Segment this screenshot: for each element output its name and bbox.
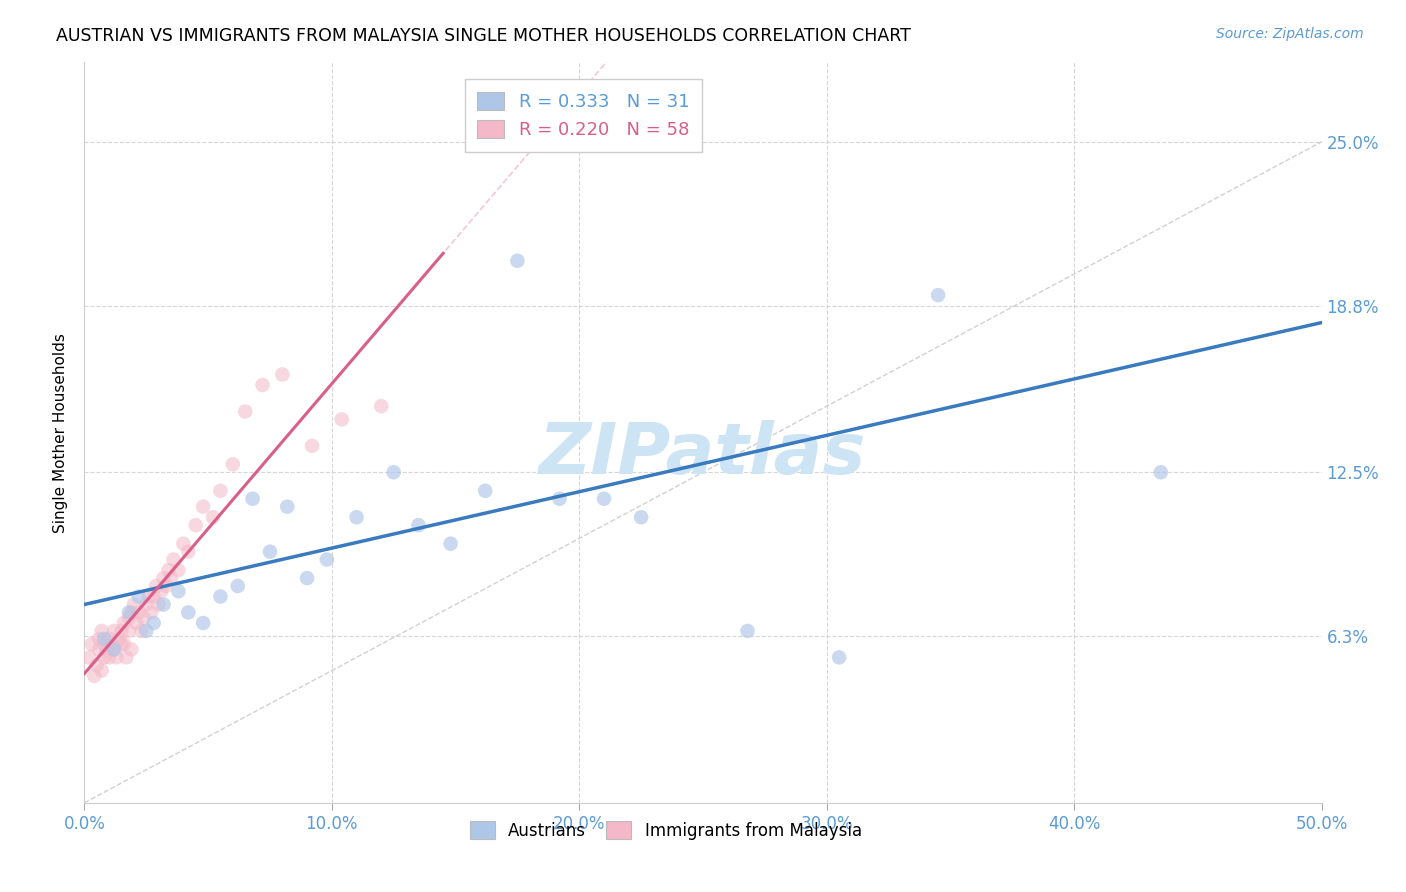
- Point: [96, 642, 118, 657]
- Point: [295, 571, 318, 585]
- Point: [118, 624, 141, 638]
- Point: [162, 552, 184, 566]
- Point: [110, 624, 132, 638]
- Point: [100, 637, 122, 651]
- Point: [167, 584, 190, 599]
- Point: [138, 590, 160, 604]
- Point: [98, 650, 121, 665]
- Point: [98, 632, 121, 646]
- Point: [439, 536, 461, 550]
- Point: [103, 642, 125, 657]
- Point: [110, 637, 132, 651]
- Point: [593, 491, 616, 506]
- Point: [129, 624, 152, 638]
- Point: [271, 368, 294, 382]
- Point: [122, 598, 145, 612]
- Y-axis label: Single Mother Households: Single Mother Households: [53, 333, 69, 533]
- Point: [135, 624, 157, 638]
- Point: [103, 624, 125, 638]
- Point: [112, 637, 135, 651]
- Point: [86, 658, 108, 673]
- Point: [370, 399, 392, 413]
- Point: [160, 571, 183, 585]
- Point: [150, 584, 173, 599]
- Point: [157, 563, 180, 577]
- Point: [209, 590, 232, 604]
- Point: [145, 579, 167, 593]
- Point: [1150, 465, 1173, 479]
- Point: [177, 544, 200, 558]
- Point: [474, 483, 496, 498]
- Point: [90, 664, 112, 678]
- Point: [115, 650, 138, 665]
- Point: [118, 610, 141, 624]
- Point: [148, 598, 170, 612]
- Point: [142, 590, 165, 604]
- Point: [152, 571, 174, 585]
- Point: [103, 642, 125, 657]
- Point: [242, 491, 264, 506]
- Point: [315, 552, 337, 566]
- Point: [93, 637, 115, 651]
- Point: [128, 606, 150, 620]
- Legend: Austrians, Immigrants from Malaysia: Austrians, Immigrants from Malaysia: [464, 814, 869, 847]
- Point: [252, 378, 274, 392]
- Point: [93, 632, 115, 646]
- Point: [135, 598, 157, 612]
- Point: [142, 615, 165, 630]
- Point: [202, 510, 225, 524]
- Point: [226, 579, 249, 593]
- Point: [112, 615, 135, 630]
- Point: [128, 590, 150, 604]
- Point: [141, 606, 163, 620]
- Point: [108, 632, 131, 646]
- Point: [630, 510, 652, 524]
- Point: [191, 615, 214, 630]
- Point: [152, 598, 174, 612]
- Point: [330, 412, 353, 426]
- Point: [89, 632, 111, 646]
- Point: [105, 650, 128, 665]
- Point: [120, 642, 142, 657]
- Point: [382, 465, 405, 479]
- Point: [118, 606, 141, 620]
- Point: [828, 650, 851, 665]
- Point: [506, 253, 529, 268]
- Point: [233, 404, 256, 418]
- Point: [89, 642, 111, 657]
- Text: Source: ZipAtlas.com: Source: ZipAtlas.com: [1216, 27, 1364, 41]
- Point: [191, 500, 214, 514]
- Point: [927, 288, 949, 302]
- Point: [276, 500, 298, 514]
- Point: [548, 491, 571, 506]
- Point: [209, 483, 232, 498]
- Point: [79, 650, 101, 665]
- Point: [155, 579, 177, 593]
- Point: [222, 458, 245, 472]
- Point: [172, 536, 194, 550]
- Point: [93, 650, 115, 665]
- Point: [679, 103, 702, 117]
- Point: [90, 624, 112, 638]
- Point: [80, 637, 103, 651]
- Text: ZIPatlas: ZIPatlas: [540, 420, 866, 490]
- Point: [301, 439, 323, 453]
- Point: [737, 624, 759, 638]
- Point: [346, 510, 368, 524]
- Point: [167, 563, 190, 577]
- Point: [125, 615, 148, 630]
- Point: [184, 518, 207, 533]
- Text: AUSTRIAN VS IMMIGRANTS FROM MALAYSIA SINGLE MOTHER HOUSEHOLDS CORRELATION CHART: AUSTRIAN VS IMMIGRANTS FROM MALAYSIA SIN…: [56, 27, 911, 45]
- Point: [177, 606, 200, 620]
- Point: [120, 606, 142, 620]
- Point: [259, 544, 281, 558]
- Point: [132, 610, 155, 624]
- Point: [83, 669, 105, 683]
- Point: [408, 518, 430, 533]
